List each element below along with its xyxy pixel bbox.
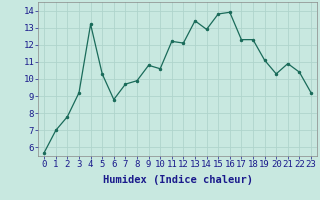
X-axis label: Humidex (Indice chaleur): Humidex (Indice chaleur) (103, 175, 252, 185)
